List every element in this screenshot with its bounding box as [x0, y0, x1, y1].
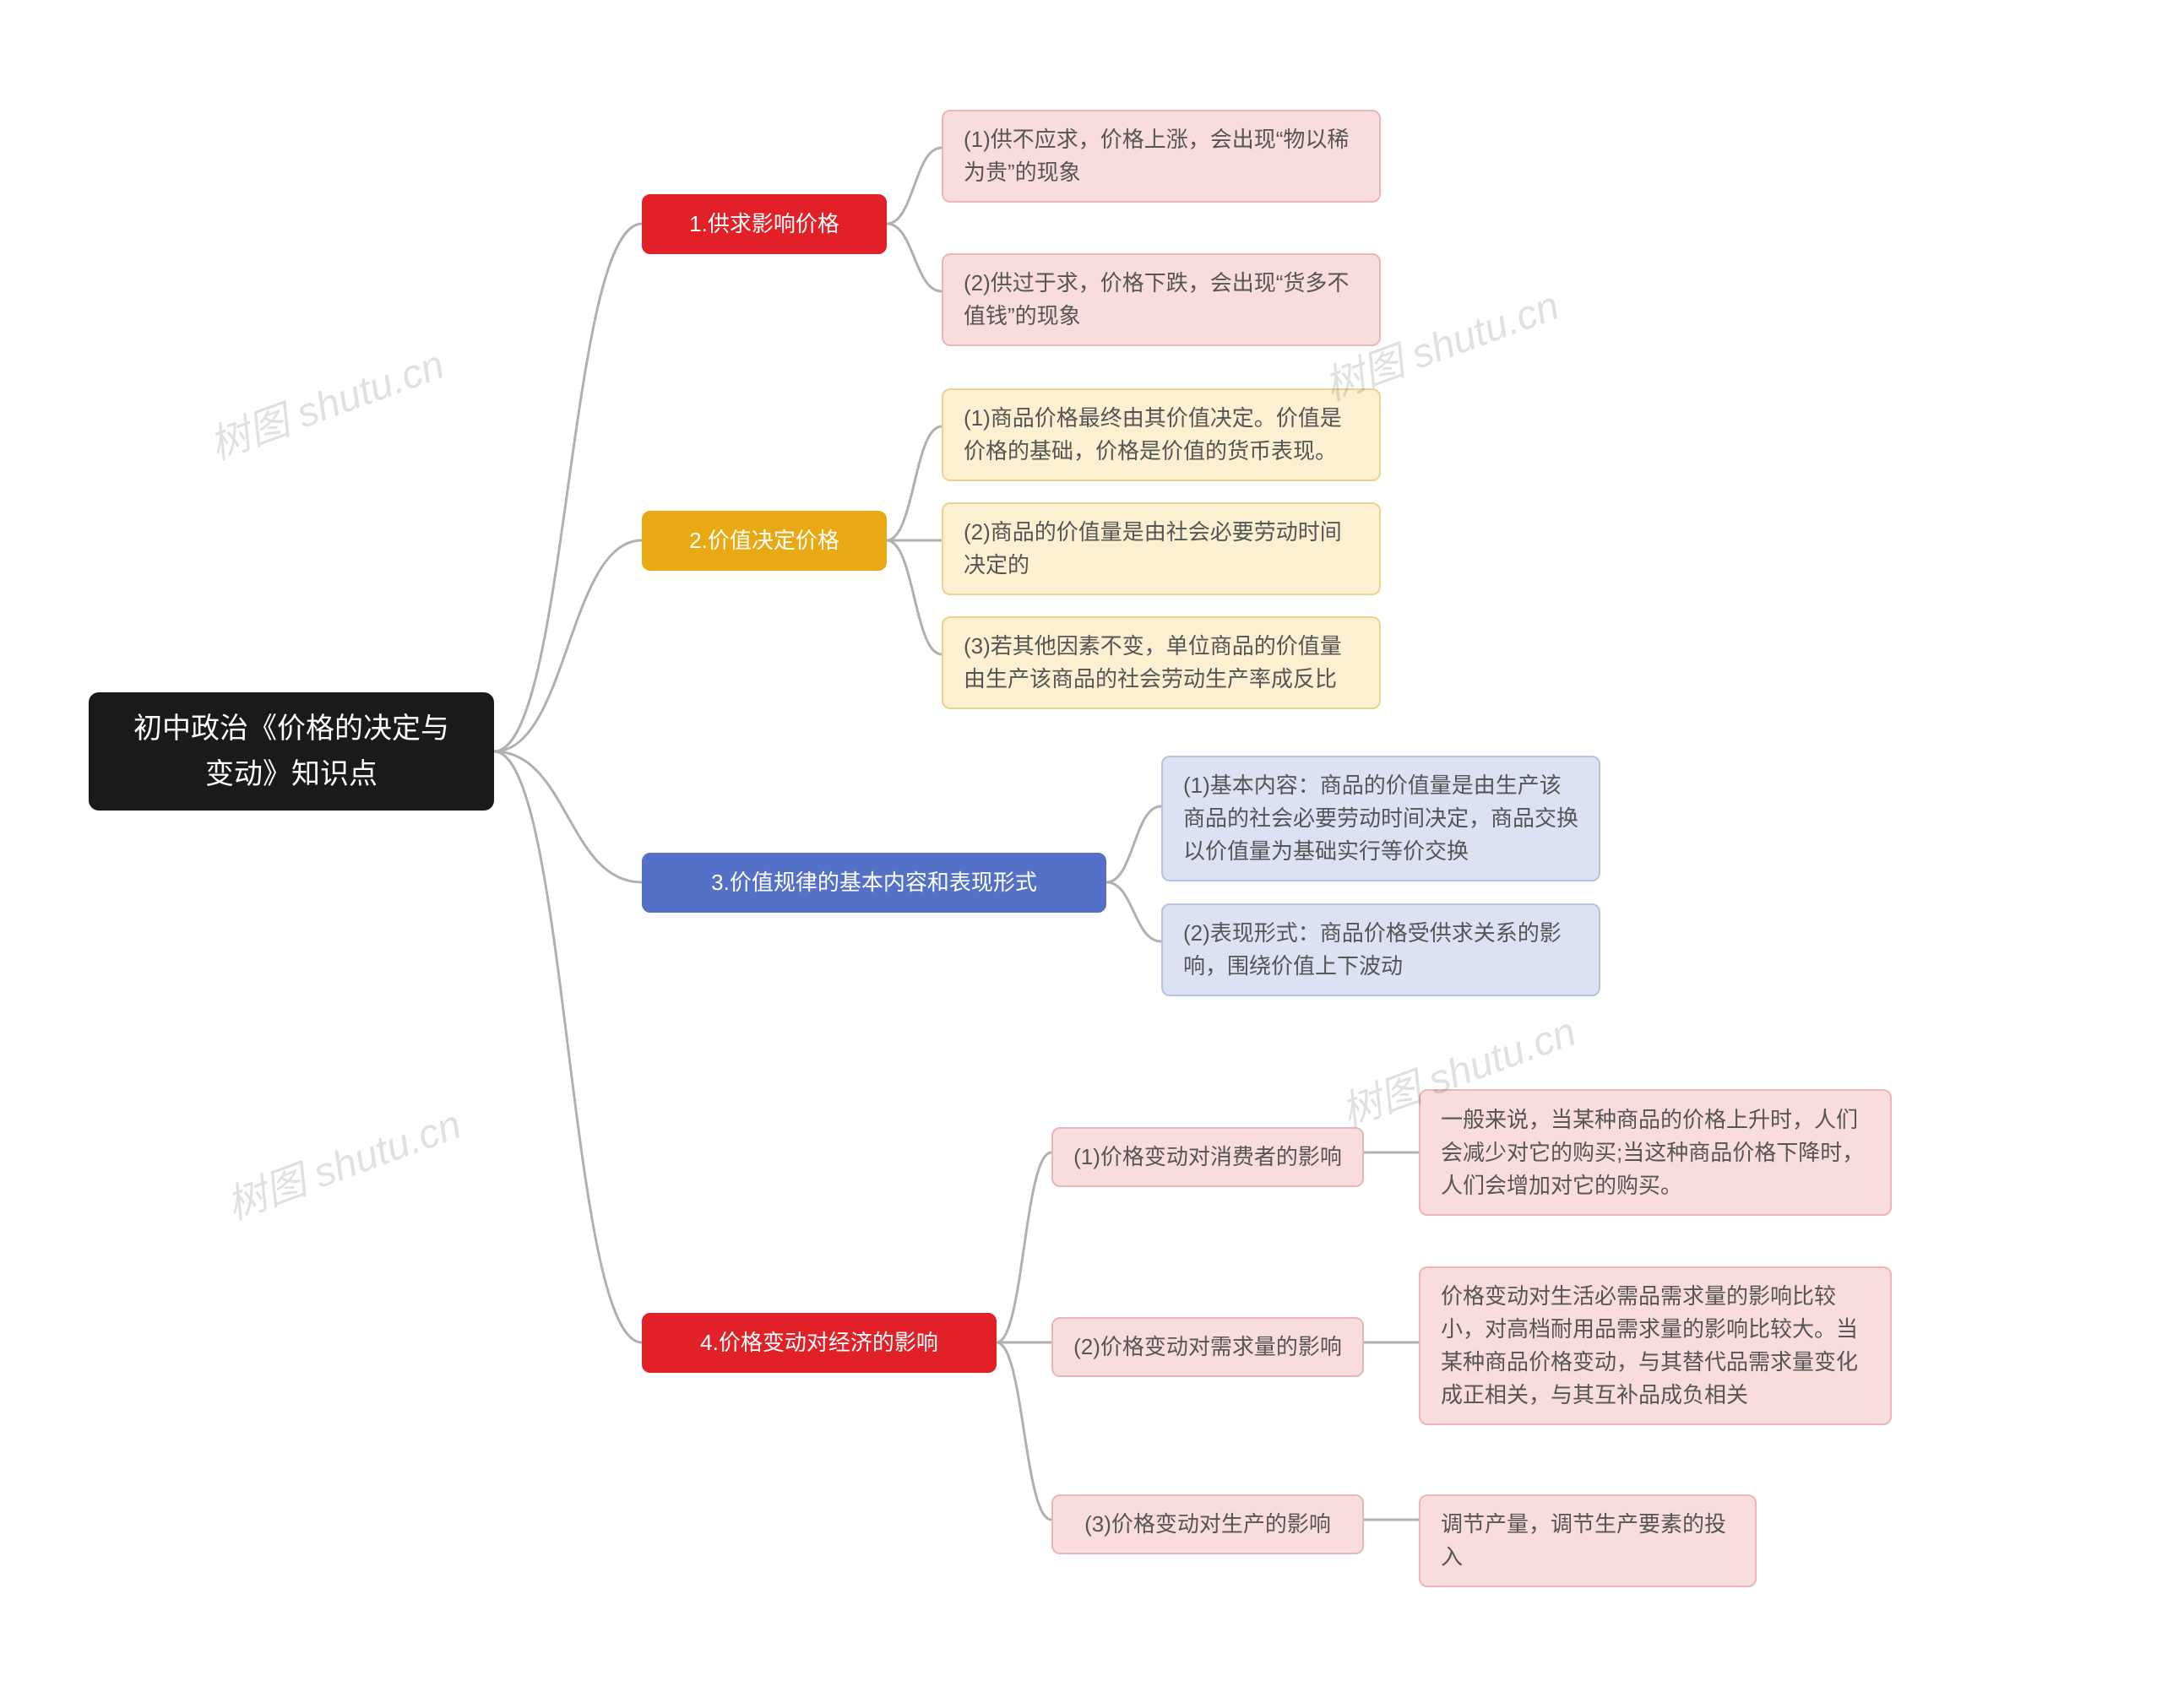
branch-2-leaf-1: (1)商品价格最终由其价值决定。价值是价格的基础，价格是价值的货币表现。 [942, 388, 1381, 481]
branch-3-leaf-1: (1)基本内容：商品的价值量是由生产该商品的社会必要劳动时间决定，商品交换以价值… [1161, 756, 1600, 881]
branch-2-leaf-2: (2)商品的价值量是由社会必要劳动时间决定的 [942, 502, 1381, 595]
branch-4-leaf-3-sub-1: 调节产量，调节生产要素的投入 [1419, 1494, 1757, 1587]
branch-3: 3.价值规律的基本内容和表现形式 [642, 853, 1106, 913]
branch-4-leaf-2-sub-1: 价格变动对生活必需品需求量的影响比较小，对高档耐用品需求量的影响比较大。当某种商… [1419, 1266, 1892, 1425]
branch-1-leaf-1: (1)供不应求，价格上涨，会出现“物以稀为贵”的现象 [942, 110, 1381, 203]
root-node: 初中政治《价格的决定与变动》知识点 [89, 692, 494, 811]
branch-4-leaf-1-sub-1: 一般来说，当某种商品的价格上升时，人们会减少对它的购买;当这种商品价格下降时，人… [1419, 1089, 1892, 1216]
branch-2-leaf-3: (3)若其他因素不变，单位商品的价值量由生产该商品的社会劳动生产率成反比 [942, 616, 1381, 709]
branch-4-leaf-2: (2)价格变动对需求量的影响 [1051, 1317, 1364, 1377]
watermark: 树图 shutu.cn [217, 1091, 468, 1230]
branch-1-leaf-2: (2)供过于求，价格下跌，会出现“货多不值钱”的现象 [942, 253, 1381, 346]
branch-4-leaf-3: (3)价格变动对生产的影响 [1051, 1494, 1364, 1554]
branch-4-leaf-1: (1)价格变动对消费者的影响 [1051, 1127, 1364, 1187]
branch-1: 1.供求影响价格 [642, 194, 887, 254]
watermark: 树图 shutu.cn [200, 331, 451, 470]
branch-2: 2.价值决定价格 [642, 511, 887, 571]
branch-4: 4.价格变动对经济的影响 [642, 1313, 997, 1373]
branch-3-leaf-2: (2)表现形式：商品价格受供求关系的影响，围绕价值上下波动 [1161, 903, 1600, 996]
